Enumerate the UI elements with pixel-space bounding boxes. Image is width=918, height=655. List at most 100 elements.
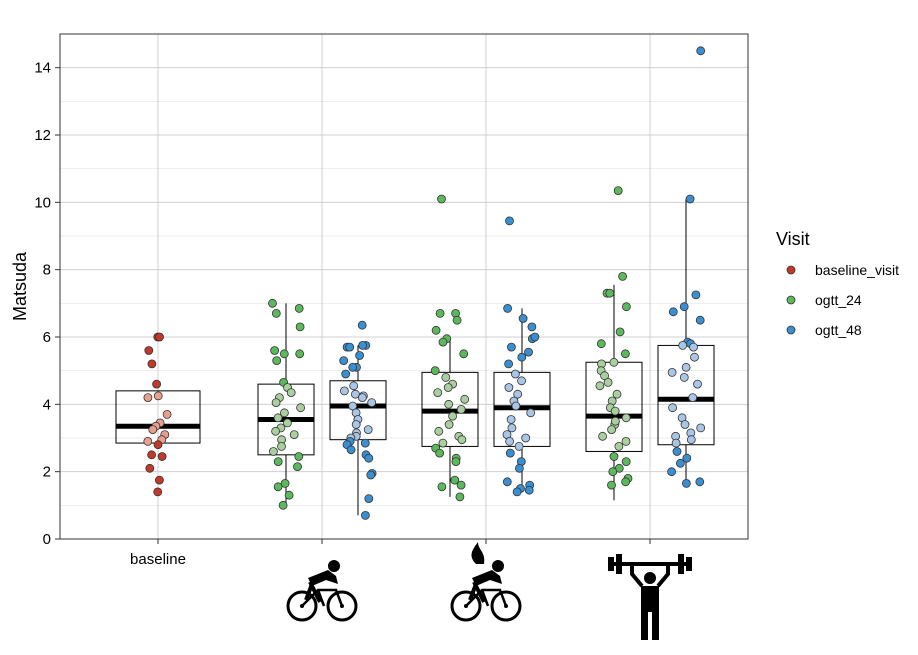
data-point — [679, 372, 689, 382]
data-point — [438, 438, 448, 448]
data-point — [621, 413, 631, 423]
data-point — [526, 408, 536, 418]
barbell-bar — [612, 562, 688, 566]
data-point — [434, 426, 444, 436]
data-point — [618, 271, 627, 281]
data-point — [357, 320, 367, 330]
data-point — [459, 349, 469, 359]
data-point — [524, 485, 534, 495]
data-point — [600, 371, 609, 381]
data-point — [503, 303, 513, 313]
legend-label: baseline_visit — [815, 262, 899, 278]
data-point — [676, 458, 685, 468]
data-point — [518, 314, 528, 323]
data-point — [455, 492, 465, 502]
data-point — [527, 322, 537, 332]
data-point — [457, 435, 467, 445]
grid — [60, 33, 748, 539]
data-point — [148, 425, 158, 435]
data-point — [155, 332, 164, 342]
lifter-arms — [630, 564, 670, 588]
data-point — [270, 346, 280, 355]
cyclist-icon — [286, 560, 358, 622]
data-point — [695, 315, 705, 325]
data-point — [667, 467, 676, 477]
data-point — [451, 457, 461, 467]
data-point — [691, 290, 701, 300]
data-point — [279, 349, 289, 359]
data-point — [348, 401, 358, 411]
data-point — [696, 423, 706, 433]
data-point — [693, 379, 702, 389]
data-point — [514, 441, 524, 451]
data-point — [517, 352, 527, 362]
legend-key — [786, 265, 796, 275]
data-point — [153, 391, 163, 401]
data-point — [153, 440, 163, 450]
data-point — [502, 477, 512, 487]
data-point — [355, 351, 365, 360]
y-tick-label: 8 — [43, 262, 51, 279]
data-point — [271, 398, 281, 408]
data-point — [695, 477, 705, 487]
data-point — [360, 511, 370, 520]
data-point — [286, 388, 296, 398]
data-point — [147, 450, 157, 460]
barbell-plate — [686, 557, 692, 571]
data-point — [278, 500, 288, 510]
data-point — [273, 413, 283, 423]
data-point — [273, 482, 283, 492]
data-point — [452, 315, 462, 325]
y-tick-label: 0 — [43, 531, 51, 548]
data-point — [607, 480, 616, 490]
barbell-plate — [616, 554, 622, 574]
box-iqr — [657, 344, 715, 446]
lifter-torso — [641, 586, 659, 612]
data-point — [437, 482, 447, 492]
data-point — [460, 394, 470, 404]
y-tick-label: 14 — [34, 60, 51, 77]
rider-head — [328, 560, 340, 572]
data-point — [450, 475, 460, 485]
data-point — [685, 194, 695, 204]
data-point — [511, 401, 521, 411]
data-point — [280, 478, 290, 488]
data-point — [668, 307, 678, 317]
data-point — [272, 356, 282, 366]
data-point — [143, 436, 153, 446]
data-point — [364, 494, 374, 504]
data-point — [515, 463, 524, 473]
data-point — [358, 340, 368, 350]
rider-head — [492, 560, 504, 572]
data-point — [504, 383, 514, 392]
data-point — [360, 438, 370, 448]
wheel — [286, 590, 318, 622]
y-axis-label: Matsuda — [10, 251, 30, 321]
data-point — [682, 453, 692, 463]
data-point — [295, 322, 305, 332]
data-point — [435, 448, 445, 458]
data-point — [435, 308, 445, 318]
data-point — [671, 438, 681, 448]
data-point — [282, 418, 292, 428]
data-point — [506, 415, 516, 424]
data-point — [614, 441, 624, 451]
data-point — [621, 477, 630, 487]
data-point — [621, 436, 631, 446]
box-ogtt_24 — [421, 337, 479, 497]
data-point — [679, 302, 689, 312]
data-point — [296, 403, 306, 413]
data-point — [154, 475, 164, 485]
data-point — [441, 372, 451, 382]
data-point — [667, 367, 677, 377]
rider-body — [308, 570, 338, 586]
data-point — [295, 349, 305, 359]
data-point — [621, 457, 631, 467]
data-point — [603, 377, 613, 387]
data-point — [505, 216, 514, 226]
data-point — [610, 406, 620, 416]
data-point — [595, 381, 605, 391]
data-point — [444, 420, 454, 429]
